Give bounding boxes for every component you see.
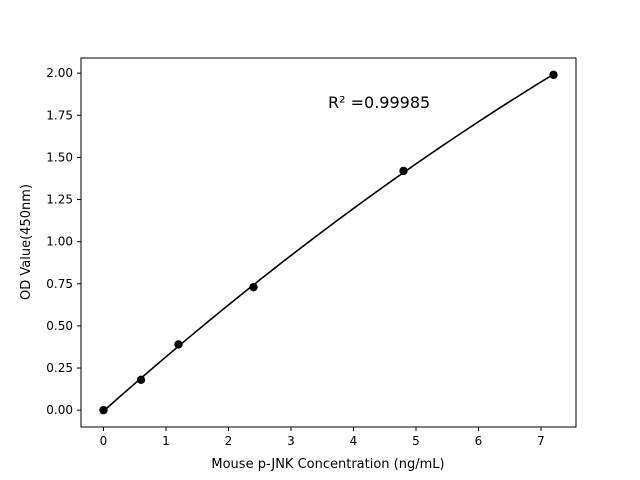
y-tick-label: 0.75 — [46, 277, 73, 291]
x-axis-ticks: 0 1 2 3 4 5 6 7 — [100, 427, 545, 448]
y-axis-label: OD Value(450nm) — [19, 184, 34, 300]
data-point — [99, 405, 108, 415]
y-axis-ticks: 0.00 0.25 0.50 0.75 1.00 1.25 1.50 1.75 2.00 — [46, 66, 81, 417]
x-axis-label: Mouse p-JNK Concentration (ng/mL) — [211, 457, 444, 472]
data-point — [399, 166, 408, 176]
x-tick-label: 0 — [100, 434, 108, 448]
y-tick-label: 0.00 — [46, 403, 73, 417]
x-tick-label: 4 — [350, 434, 358, 448]
x-tick-label: 7 — [537, 434, 545, 448]
data-point — [249, 282, 258, 292]
data-point — [174, 340, 183, 349]
data-point — [136, 375, 146, 385]
x-tick-label: 3 — [287, 434, 295, 448]
y-tick-label: 1.75 — [46, 108, 73, 122]
y-tick-label: 0.50 — [46, 319, 73, 333]
y-tick-label: 1.25 — [46, 193, 73, 207]
x-tick-label: 1 — [162, 434, 170, 448]
y-tick-label: 2.00 — [46, 66, 73, 80]
x-tick-label: 6 — [475, 434, 483, 448]
x-tick-label: 2 — [225, 434, 233, 448]
x-tick-label: 5 — [412, 434, 420, 448]
y-tick-label: 0.25 — [46, 361, 73, 375]
y-tick-label: 1.50 — [46, 150, 73, 164]
plot-frame — [80, 57, 577, 428]
y-tick-label: 1.00 — [46, 235, 73, 249]
data-points — [99, 70, 558, 415]
r-squared-annotation: R² =0.99985 — [328, 93, 430, 112]
data-point — [549, 70, 558, 80]
